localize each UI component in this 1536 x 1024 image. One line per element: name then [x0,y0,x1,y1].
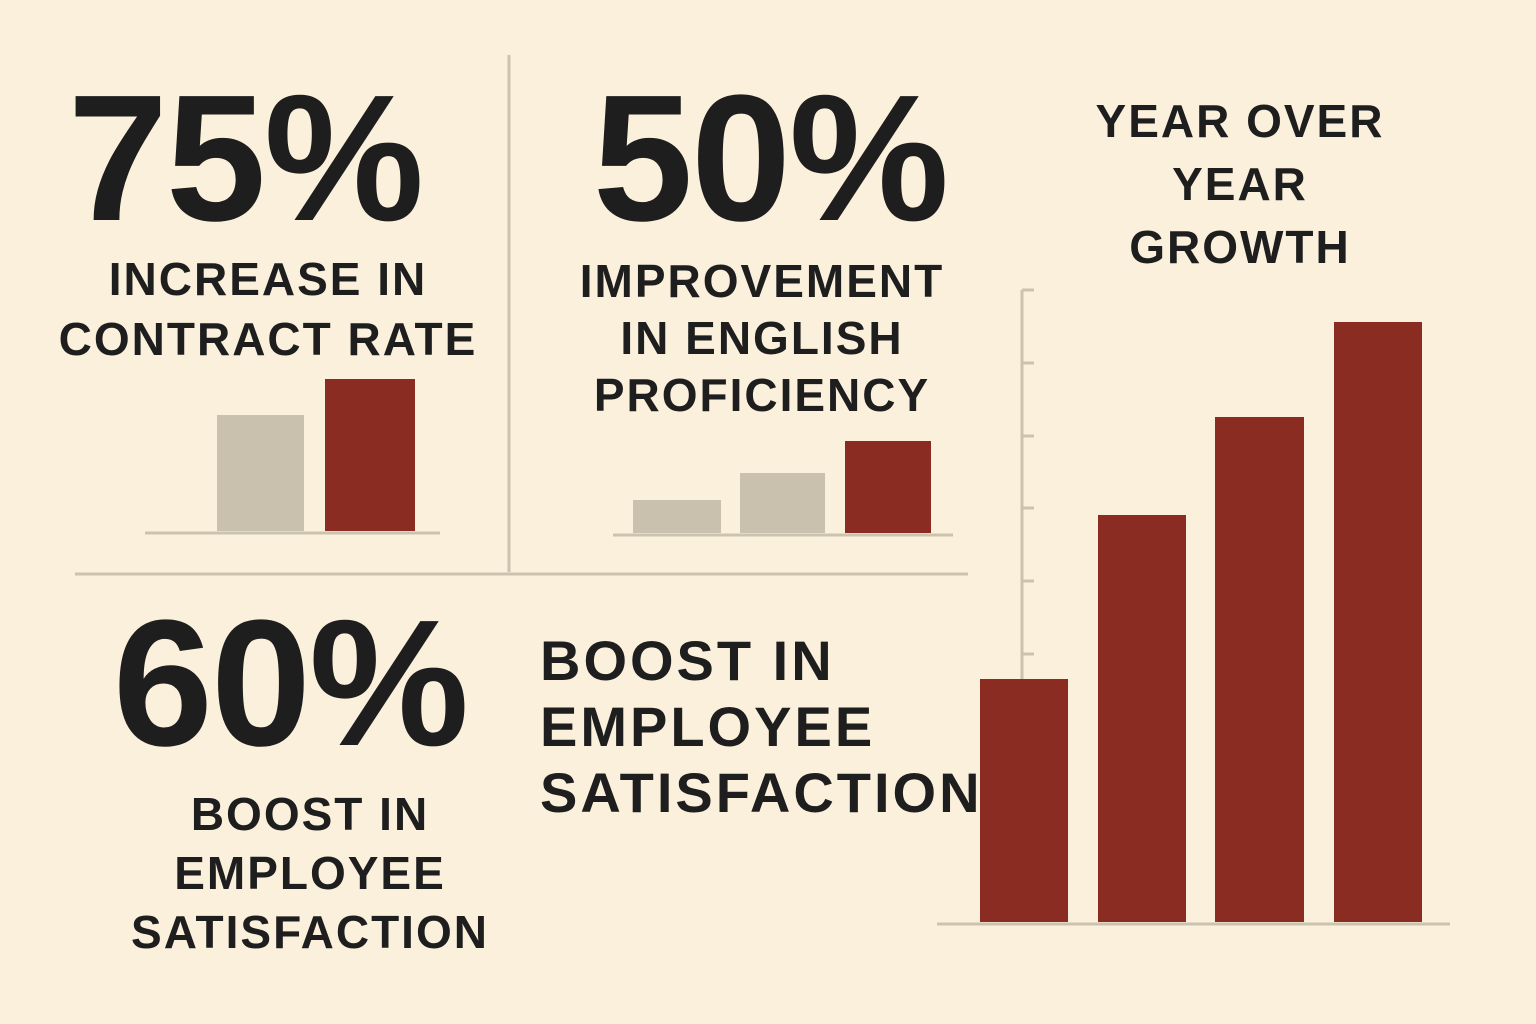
bar [217,415,304,531]
bar [325,379,415,531]
bar [845,441,931,533]
bar [740,473,825,533]
stat-label: PROFICIENCY [594,369,930,421]
stat-label: CONTRACT RATE [59,313,478,365]
stat-label: SATISFACTION [131,906,489,958]
chart-title: YEAR OVER [1096,95,1385,147]
stat-label: IMPROVEMENT [580,255,944,307]
bar [1215,417,1304,922]
chart-title: YEAR [1172,158,1308,210]
caption: SATISFACTION [540,761,983,824]
bar [1334,322,1422,922]
stat-label: EMPLOYEE [174,847,446,899]
bar [1098,515,1186,922]
bar [633,500,721,533]
stat-label: BOOST IN [191,788,429,840]
stat-value: 75% [68,58,422,259]
caption: BOOST IN [540,629,835,692]
chart-title: GROWTH [1129,221,1351,273]
stat-label: IN ENGLISH [620,312,903,364]
stat-value: 50% [593,58,947,259]
stat-label: INCREASE IN [109,253,427,305]
bar [980,679,1068,922]
stat-value: 60% [113,583,467,784]
caption: EMPLOYEE [540,695,875,758]
